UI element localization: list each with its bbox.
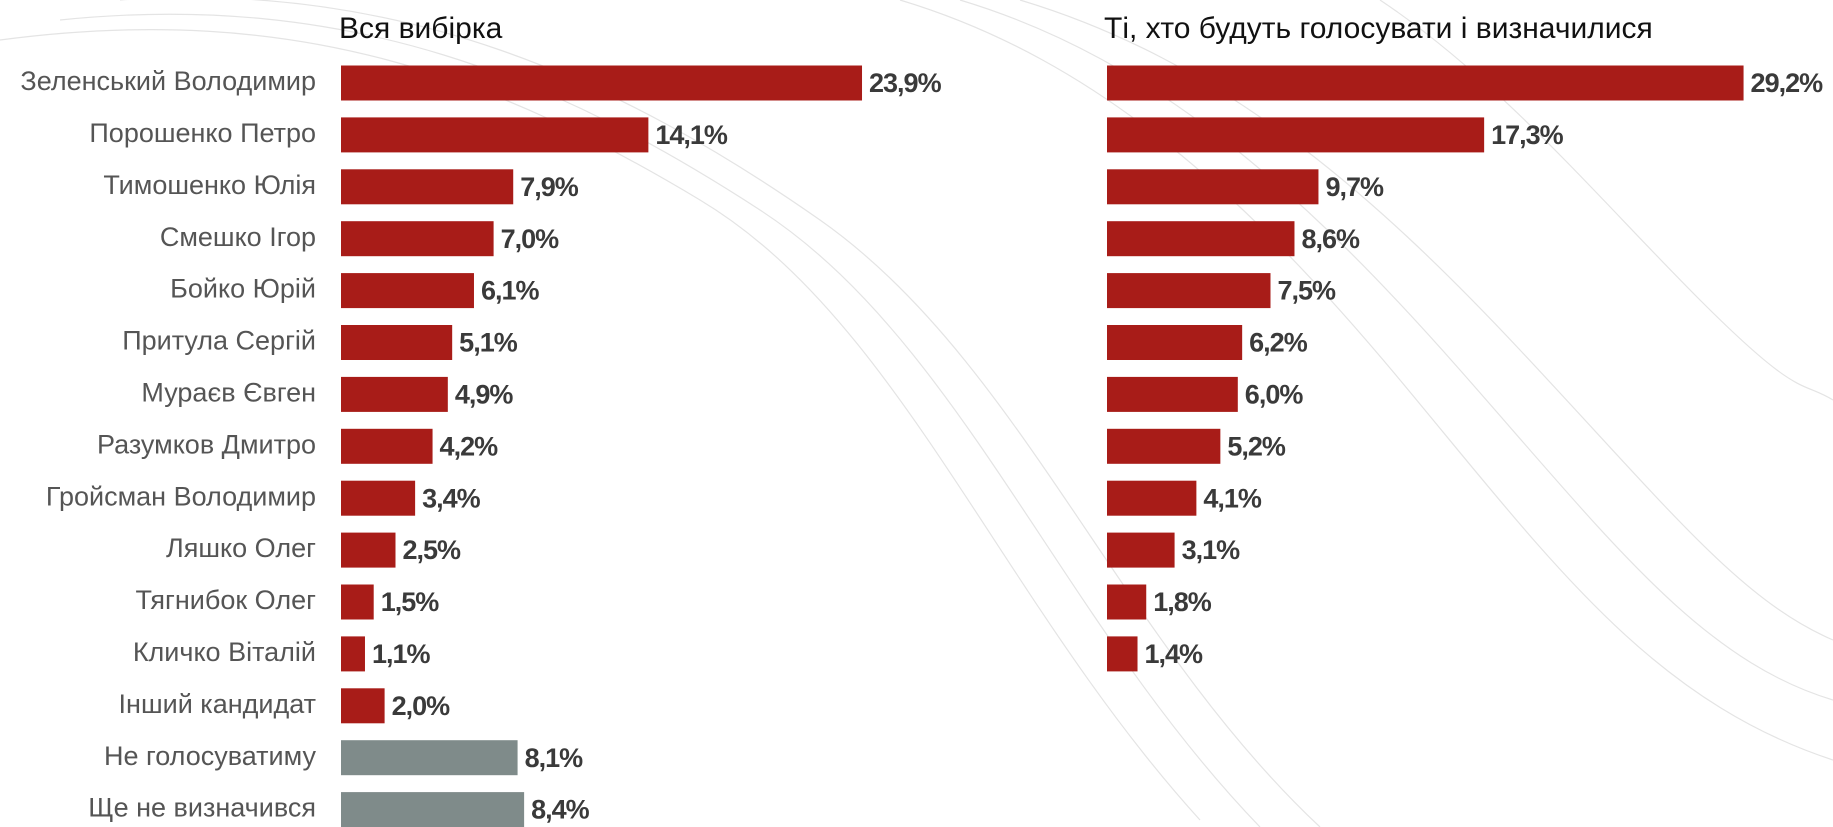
value-label: 7,0% xyxy=(501,224,560,254)
value-label: 17,3% xyxy=(1491,120,1564,150)
value-label: 2,0% xyxy=(392,691,451,721)
bar xyxy=(341,792,525,827)
category-label: Гройсман Володимир xyxy=(46,481,316,511)
bar xyxy=(341,376,448,412)
value-label: 6,0% xyxy=(1245,380,1304,410)
bar xyxy=(341,740,518,776)
category-label: Зеленський Володимир xyxy=(20,66,316,96)
value-label: 1,5% xyxy=(381,587,440,617)
bar xyxy=(1107,532,1175,568)
bar xyxy=(1107,273,1271,309)
bar xyxy=(341,428,433,464)
value-label: 5,2% xyxy=(1227,431,1286,461)
bar xyxy=(341,169,514,205)
value-label: 9,7% xyxy=(1325,172,1384,202)
category-label: Не голосуватиму xyxy=(104,741,317,771)
value-label: 8,4% xyxy=(531,795,590,825)
bar xyxy=(1107,169,1319,205)
value-label: 2,5% xyxy=(403,535,462,565)
category-label: Інший кандидат xyxy=(119,689,316,719)
bar xyxy=(1107,584,1147,620)
chart-title: Ті, хто будуть голосувати і визначилися xyxy=(1104,12,1653,45)
bar xyxy=(1107,65,1744,101)
bar xyxy=(1107,376,1238,412)
bar xyxy=(341,273,474,309)
value-label: 1,4% xyxy=(1145,639,1204,669)
value-label: 4,1% xyxy=(1203,483,1262,513)
value-label: 6,1% xyxy=(481,276,540,306)
bar xyxy=(1107,325,1243,360)
bar xyxy=(341,325,453,360)
category-label: Порошенко Петро xyxy=(89,118,316,148)
category-label: Мураєв Євген xyxy=(141,378,316,408)
bar xyxy=(1107,480,1197,516)
category-label: Тимошенко Юлія xyxy=(103,170,316,200)
category-label: Тягнибок Олег xyxy=(135,585,316,615)
bar xyxy=(341,688,385,724)
bar xyxy=(341,532,396,568)
bar xyxy=(341,117,649,153)
bar xyxy=(341,65,863,101)
value-label: 4,2% xyxy=(440,431,499,461)
category-label: Ще не визначився xyxy=(88,793,316,823)
bar xyxy=(341,636,365,672)
bar xyxy=(341,480,416,516)
bar xyxy=(341,584,374,620)
value-label: 3,4% xyxy=(422,483,481,513)
category-label: Бойко Юрій xyxy=(170,274,316,304)
value-label: 6,2% xyxy=(1249,328,1308,358)
value-label: 8,1% xyxy=(525,743,584,773)
value-label: 1,1% xyxy=(372,639,431,669)
value-label: 3,1% xyxy=(1182,535,1241,565)
bar xyxy=(1107,428,1221,464)
category-label: Смешко Ігор xyxy=(160,222,316,252)
category-label: Ляшко Олег xyxy=(166,533,316,563)
value-label: 7,9% xyxy=(520,172,579,202)
category-label: Разумков Дмитро xyxy=(97,429,316,459)
bar xyxy=(1107,117,1485,153)
value-label: 14,1% xyxy=(655,120,728,150)
bar xyxy=(1107,221,1295,257)
value-label: 1,8% xyxy=(1153,587,1212,617)
chart-title: Вся вибірка xyxy=(339,12,503,45)
bar xyxy=(1107,636,1138,672)
value-label: 8,6% xyxy=(1301,224,1360,254)
category-label: Притула Сергій xyxy=(122,326,316,356)
value-label: 4,9% xyxy=(455,380,514,410)
value-label: 29,2% xyxy=(1751,68,1824,98)
value-label: 23,9% xyxy=(869,68,942,98)
value-label: 5,1% xyxy=(459,328,518,358)
value-label: 7,5% xyxy=(1278,276,1337,306)
bar xyxy=(341,221,494,257)
category-label: Кличко Віталій xyxy=(133,637,316,667)
